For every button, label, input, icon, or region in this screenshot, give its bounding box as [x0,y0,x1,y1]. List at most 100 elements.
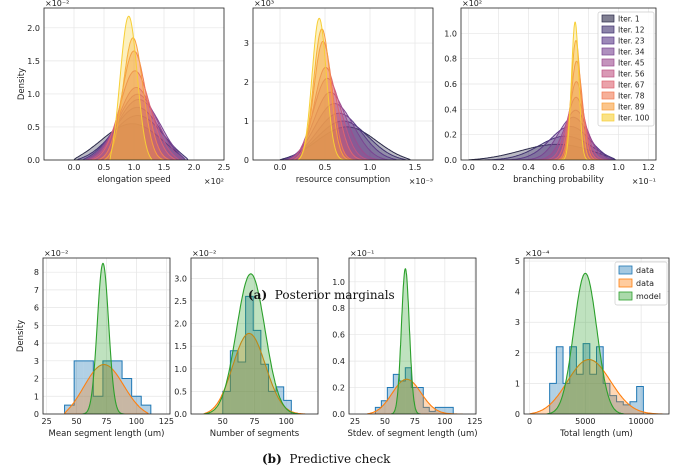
hist-bar [83,360,94,414]
hist-bar [596,346,604,414]
axes-frame [190,257,319,415]
kde-iter-34 [513,116,614,160]
hist-bar [623,404,630,414]
hist-bar [616,401,624,414]
legend-swatch [601,69,615,78]
y-tick-label: 3 [34,357,39,366]
y-tick-label: 0 [515,410,520,419]
kde-iter-56 [536,96,608,160]
hist-bar [405,367,412,414]
data-kde [529,359,664,414]
y-tick-label: 1.5 [27,57,40,66]
x-axis-label: Number of segments [210,429,300,439]
x-tick-label: 0.0 [274,163,287,172]
y-tick-label: 0 [244,156,249,165]
kde-iter-89 [297,28,352,160]
hist-bar [399,380,406,414]
x-tick-label: 0.5 [98,163,111,172]
hist-bar [609,395,617,414]
x-tick-label: 50 [71,417,81,426]
panel-branching: 0.0 0.2 0.4 0.6 0.8 1.0 0.0 0.2 0.4 0.6 0.8 1.0 1.2 b… [444,0,657,186]
panel-mean_seg: 0 1 2 3 4 5 6 7 8 25 50 75 100 125 Mean segment length… [16,249,174,439]
x-tick-label: 125 [159,417,174,426]
legend-label: Iter. 78 [618,92,645,101]
data-kde [366,378,463,414]
x-tick-label: 0 [527,417,532,426]
x-axis-label: Mean segment length (um) [49,429,165,439]
y-tick-label: 6 [34,304,39,313]
hist-bar [245,296,254,414]
legend-swatch [618,265,633,275]
x-multiplier: ×10² [204,177,224,186]
legend-swatch [618,291,633,301]
hist-bar [417,387,424,414]
x-tick-label: 0.8 [582,163,595,172]
x-tick-label: 1.5 [158,163,171,172]
hist-bar [569,346,577,414]
model-kde [390,268,421,414]
y-tick-label: 1 [515,379,520,388]
x-tick-label: 0.0 [462,163,475,172]
y-tick-label: 2 [34,375,39,384]
panel-stdev_seg: 0.0 0.2 0.4 0.6 0.8 1.0 25 50 75 100 125 Stdev. of … [332,249,482,439]
y-multiplier: ×10⁻⁴ [525,249,549,258]
y-tick-label: 0.2 [332,384,345,393]
y-tick-label: 2.0 [174,320,187,329]
y-tick-label: 2.5 [174,297,187,306]
y-tick-label: 1.5 [174,342,187,351]
plot-area [73,15,189,160]
x-tick-label: 125 [467,417,482,426]
hist-bar [549,383,557,414]
x-axis-label: resource consumption [296,175,391,185]
legend-label: Iter. 34 [618,48,645,57]
kde-iter-100 [297,17,348,160]
hist-outline [222,295,292,414]
kde-iter-78 [551,60,604,160]
x-tick-label: 0.4 [522,163,535,172]
kde-iter-45 [85,93,183,160]
legend-label: data [636,266,654,275]
y-tick-label: 0.6 [332,331,345,340]
y-tick-label: 0.0 [332,410,345,419]
legend-label: Iter. 45 [618,59,645,68]
y-tick-label: 1.0 [174,365,187,374]
x-axis-label: Total length (um) [559,429,633,439]
hist-bar [393,374,400,414]
legend-swatch [601,80,615,89]
x-tick-label: 50 [380,417,390,426]
x-multiplier: ×10⁻³ [409,177,433,186]
x-tick-label: 75 [410,417,420,426]
y-tick-label: 0.8 [332,304,345,313]
y-multiplier: ×10⁻¹ [350,249,374,258]
panel-num_seg: 0.0 0.5 1.0 1.5 2.0 2.5 3.0 50 75 100 Number of se… [174,249,319,439]
y-tick-label: 4 [515,288,520,297]
x-tick-label: 0.6 [552,163,565,172]
y-tick-label: 4 [34,339,39,348]
plot-area [366,268,463,414]
y-tick-label: 1.0 [444,29,457,38]
y-tick-label: 2.0 [27,24,40,33]
y-tick-label: 0.2 [444,131,457,140]
data-kde [63,364,150,414]
y-tick-label: 3.0 [174,274,187,283]
kde-iter-89 [103,37,165,160]
y-tick-label: 0.4 [444,105,457,114]
y-axis-label: Density [17,68,27,100]
hist-bar [375,407,382,414]
legend-swatch [601,14,615,23]
axes-frame [43,7,225,161]
x-tick-label: 25 [42,417,52,426]
kde-iter-23 [82,106,186,160]
legend-swatch [601,25,615,34]
legend-swatch [601,102,615,111]
legend-label: Iter. 67 [618,81,645,90]
y-tick-label: 0.5 [27,123,40,132]
hist-bar [441,407,448,414]
kde-iter-100 [109,15,153,160]
x-tick-label: 1.5 [409,163,422,172]
hist-bar [64,405,75,414]
model-kde [546,272,625,414]
data-kde [202,332,306,414]
x-tick-label: 1.2 [642,163,655,172]
